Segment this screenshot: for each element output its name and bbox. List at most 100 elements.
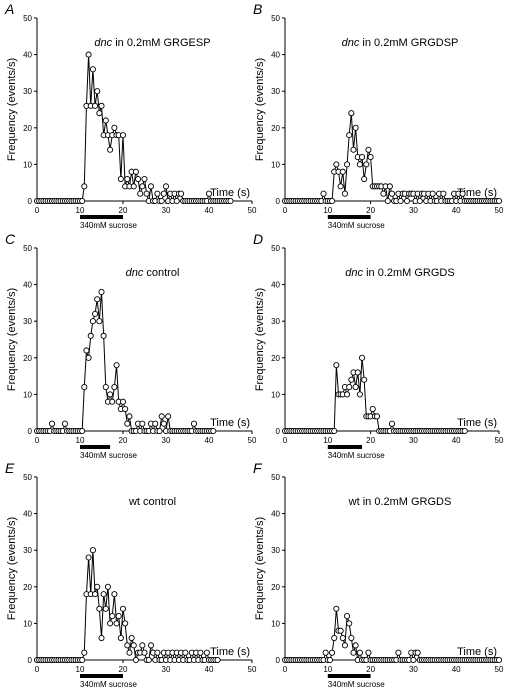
data-point — [83, 347, 90, 354]
data-point — [154, 190, 161, 197]
data-point — [354, 369, 361, 376]
data-point — [214, 656, 221, 664]
data-point — [147, 183, 154, 190]
data-point — [96, 605, 103, 612]
data-point — [139, 183, 146, 190]
panel-title: dnc in 0.2mM GRGDSP — [342, 37, 459, 49]
data-point — [89, 547, 96, 554]
data-point — [190, 420, 197, 427]
data-point — [109, 613, 116, 620]
y-axis-label: Frequency (events/s) — [6, 288, 18, 391]
x-tick-label: 30 — [162, 665, 171, 674]
data-point — [403, 197, 411, 205]
data-point — [333, 362, 340, 369]
data-point — [333, 161, 340, 168]
y-tick-label: 20 — [271, 583, 280, 592]
panel-letter: F — [253, 460, 263, 476]
data-point — [89, 318, 96, 325]
data-point — [356, 649, 363, 656]
x-tick-label: 20 — [366, 436, 375, 445]
data-point — [414, 649, 421, 656]
data-point — [100, 332, 107, 339]
panel-title-genotype: dnc — [126, 267, 144, 279]
data-point — [109, 398, 116, 405]
data-point — [329, 649, 336, 656]
data-point — [348, 110, 355, 117]
y-tick-label: 50 — [23, 473, 32, 482]
x-tick-label: 20 — [119, 436, 128, 445]
data-point — [326, 656, 333, 664]
y-axis-label: Frequency (events/s) — [254, 517, 266, 620]
y-tick-label: 20 — [23, 354, 32, 363]
x-tick-label: 50 — [495, 665, 504, 674]
data-point — [92, 310, 99, 317]
y-tick-label: 20 — [23, 583, 32, 592]
panel-letter: B — [253, 1, 262, 17]
data-point — [341, 190, 348, 197]
data-point — [154, 649, 161, 656]
data-point — [331, 427, 338, 435]
data-point — [160, 420, 167, 427]
data-point — [102, 605, 109, 612]
x-tick-label: 50 — [248, 436, 257, 445]
x-tick-label: 40 — [452, 206, 461, 215]
data-point — [94, 88, 101, 95]
panel-title-condition: in 0.2mM GRGDSP — [359, 37, 458, 49]
data-point — [147, 642, 154, 649]
x-tick-label: 30 — [409, 665, 418, 674]
data-point — [141, 649, 148, 656]
data-point — [384, 197, 391, 205]
data-point — [119, 605, 127, 612]
x-tick-label: 30 — [162, 436, 171, 445]
y-tick-label: 30 — [271, 317, 280, 326]
y-tick-label: 50 — [271, 473, 280, 482]
x-tick-label: 50 — [248, 206, 257, 215]
y-tick-label: 20 — [271, 354, 280, 363]
y-axis-label: Frequency (events/s) — [6, 58, 18, 161]
data-point — [104, 583, 111, 590]
data-point — [352, 124, 359, 131]
x-tick-label: 20 — [119, 665, 128, 674]
x-tick-label: 40 — [205, 665, 214, 674]
data-point — [158, 413, 165, 420]
data-point — [331, 634, 338, 642]
stimulus-bar — [327, 674, 371, 678]
data-point — [124, 642, 131, 649]
y-tick-label: 10 — [271, 390, 280, 399]
stimulus-label: 340mM sucrose — [328, 221, 385, 230]
data-point — [356, 161, 363, 168]
data-point — [495, 197, 503, 205]
data-point — [92, 102, 99, 109]
data-point — [365, 649, 372, 656]
y-tick-label: 10 — [271, 160, 280, 169]
x-tick-label: 40 — [205, 436, 214, 445]
data-point — [126, 413, 133, 420]
data-point — [205, 190, 213, 197]
y-tick-label: 30 — [23, 546, 32, 555]
data-point — [339, 168, 346, 175]
stimulus-bar — [80, 674, 123, 678]
data-point — [94, 296, 101, 303]
x-tick-label: 10 — [323, 206, 332, 215]
data-point — [130, 183, 137, 190]
x-tick-label: 30 — [162, 206, 171, 215]
stimulus-label: 340mM sucrose — [80, 221, 137, 230]
data-point — [337, 627, 344, 634]
x-axis-label: Time (s) — [210, 417, 250, 429]
y-axis-label: Frequency (events/s) — [254, 288, 266, 391]
data-point — [361, 376, 368, 383]
y-tick-label: 40 — [271, 51, 280, 60]
y-tick-label: 40 — [23, 281, 32, 290]
panel-f: F 0 10 20 30 40 50 0 10 20 30 40 50 Frequency (events… — [253, 460, 504, 689]
data-point — [126, 649, 133, 656]
data-point — [210, 427, 217, 435]
panel-title: dnc in 0.2mM GRGDS — [345, 267, 454, 279]
y-tick-label: 50 — [271, 14, 280, 23]
panel-title-condition: wt in 0.2mM GRGDS — [348, 496, 452, 508]
stimulus-label: 340mM sucrose — [80, 680, 137, 689]
data-point — [49, 420, 56, 427]
series-line — [37, 54, 231, 203]
data-point — [124, 175, 131, 183]
data-point — [461, 427, 468, 435]
data-point — [98, 102, 105, 109]
